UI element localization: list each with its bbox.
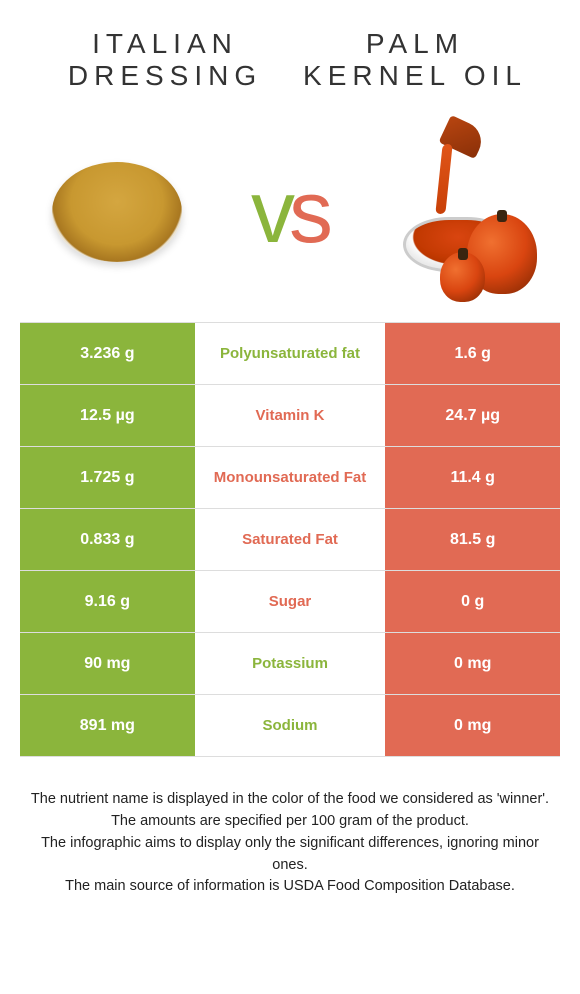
nutrient-label: Vitamin K bbox=[195, 385, 386, 446]
left-food-image bbox=[37, 132, 197, 292]
left-food-title: ITALIAN DRESSING bbox=[40, 28, 290, 92]
left-value: 0.833 g bbox=[20, 509, 195, 570]
vs-v: v bbox=[251, 161, 291, 263]
vs-s: s bbox=[289, 161, 329, 263]
left-value: 90 mg bbox=[20, 633, 195, 694]
left-value: 891 mg bbox=[20, 695, 195, 756]
comparison-table: 3.236 gPolyunsaturated fat1.6 g12.5 µgVi… bbox=[20, 322, 560, 757]
footer-line: The amounts are specified per 100 gram o… bbox=[24, 811, 556, 833]
right-value: 11.4 g bbox=[385, 447, 560, 508]
images-row: v s bbox=[0, 102, 580, 312]
nutrient-label: Polyunsaturated fat bbox=[195, 323, 386, 384]
left-value: 1.725 g bbox=[20, 447, 195, 508]
nutrient-label: Sugar bbox=[195, 571, 386, 632]
table-row: 9.16 gSugar0 g bbox=[20, 571, 560, 633]
nutrient-label: Saturated Fat bbox=[195, 509, 386, 570]
table-row: 12.5 µgVitamin K24.7 µg bbox=[20, 385, 560, 447]
dressing-bowl-icon bbox=[52, 162, 182, 262]
header: ITALIAN DRESSING PALM KERNEL OIL bbox=[0, 0, 580, 102]
table-row: 90 mgPotassium0 mg bbox=[20, 633, 560, 695]
right-value: 81.5 g bbox=[385, 509, 560, 570]
left-value: 9.16 g bbox=[20, 571, 195, 632]
vs-label: v s bbox=[251, 161, 329, 263]
table-row: 3.236 gPolyunsaturated fat1.6 g bbox=[20, 323, 560, 385]
nutrient-label: Monounsaturated Fat bbox=[195, 447, 386, 508]
table-row: 891 mgSodium0 mg bbox=[20, 695, 560, 757]
footer-notes: The nutrient name is displayed in the co… bbox=[0, 757, 580, 898]
palm-oil-icon bbox=[383, 122, 543, 302]
nutrient-label: Sodium bbox=[195, 695, 386, 756]
right-food-image bbox=[383, 132, 543, 292]
table-row: 0.833 gSaturated Fat81.5 g bbox=[20, 509, 560, 571]
left-value: 3.236 g bbox=[20, 323, 195, 384]
right-value: 0 mg bbox=[385, 633, 560, 694]
left-value: 12.5 µg bbox=[20, 385, 195, 446]
footer-line: The infographic aims to display only the… bbox=[24, 833, 556, 877]
right-value: 1.6 g bbox=[385, 323, 560, 384]
right-value: 0 g bbox=[385, 571, 560, 632]
table-row: 1.725 gMonounsaturated Fat11.4 g bbox=[20, 447, 560, 509]
right-value: 0 mg bbox=[385, 695, 560, 756]
nutrient-label: Potassium bbox=[195, 633, 386, 694]
footer-line: The main source of information is USDA F… bbox=[24, 876, 556, 898]
right-value: 24.7 µg bbox=[385, 385, 560, 446]
footer-line: The nutrient name is displayed in the co… bbox=[24, 789, 556, 811]
right-food-title: PALM KERNEL OIL bbox=[290, 28, 540, 92]
